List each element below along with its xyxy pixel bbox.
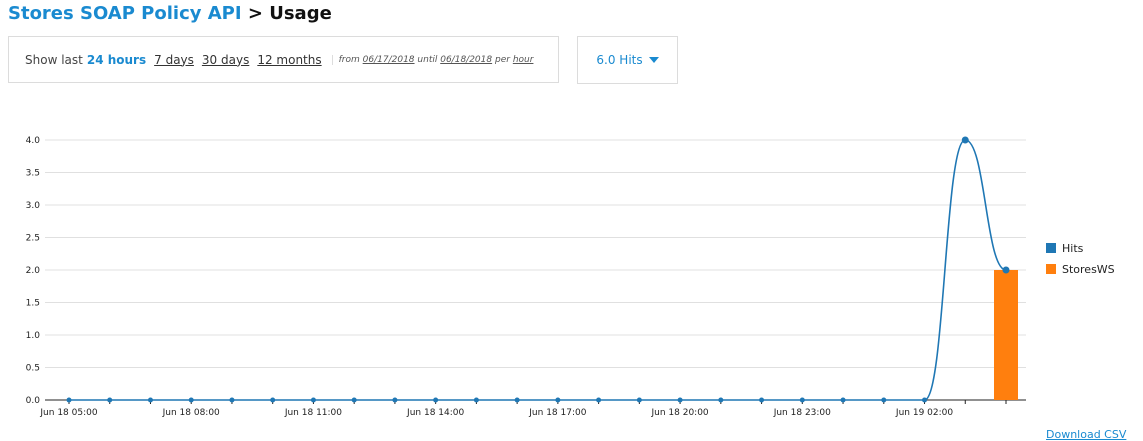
current-page: Usage [269,3,332,24]
y-tick-label: 0.5 [26,364,40,374]
from-label: from [338,54,360,65]
y-tick-label: 1.0 [26,331,41,341]
data-point-hits [596,397,602,403]
y-tick-label: 1.5 [26,299,40,309]
data-point-hits [718,397,724,403]
data-point-hits [677,397,683,403]
bar-storesws [994,270,1018,400]
x-tick-label: Jun 18 05:00 [39,408,97,418]
period-30-days-option[interactable]: 30 days [201,52,250,67]
until-label: until [417,54,438,65]
x-tick-label: Jun 18 11:00 [284,408,342,418]
data-point-hits [270,397,276,403]
data-point-hits [392,397,398,403]
page-title: Stores SOAP Policy API > Usage [8,3,332,24]
data-point-hits [351,397,357,403]
data-point-hits [759,397,765,403]
data-point-hits [107,397,113,403]
data-point-hits [840,397,846,403]
legend-label-hits: Hits [1062,242,1084,255]
legend-label-storesws: StoresWS [1062,263,1115,276]
from-date-link[interactable]: 06/17/2018 [362,54,415,65]
download-csv-link[interactable]: Download CSV [1046,428,1127,441]
hits-dropdown-label: 6.0 Hits [596,53,643,67]
data-point-hits [881,397,887,403]
x-tick-label: Jun 18 17:00 [528,408,586,418]
data-point-hits [514,397,520,403]
show-last-label: Show last [25,52,83,67]
usage-chart: 0.0 0.5 1.0 1.5 2.0 2.5 3.0 3.5 4.0 Jun 18 05:00 J… [26,136,1115,418]
x-tick-label: Jun 18 23:00 [773,408,831,418]
data-point-hits [922,397,928,403]
data-point-hits [433,397,439,403]
data-point-hits [66,397,72,403]
api-name-link[interactable]: Stores SOAP Policy API [8,3,242,24]
hits-dropdown[interactable]: 6.0 Hits [577,36,678,84]
data-point-hits [310,397,316,403]
x-tick-label: Jun 18 20:00 [650,408,708,418]
y-tick-label: 3.0 [26,201,41,211]
period-selector: Show last 24 hours 7 days 30 days 12 mon… [8,36,559,83]
until-date-link[interactable]: 06/18/2018 [440,54,493,65]
data-point-hits [147,397,153,403]
x-tick-label: Jun 18 08:00 [162,408,220,418]
data-point-hits [961,136,969,144]
data-point-hits [636,397,642,403]
per-label: per [494,54,510,65]
data-point-hits [229,397,235,403]
data-point-hits [473,397,479,403]
caret-down-icon [648,57,659,63]
y-tick-label: 4.0 [26,136,41,146]
date-range: from 06/17/2018 until 06/18/2018 per hou… [331,54,534,65]
data-point-hits [1002,266,1010,274]
data-point-hits [188,397,194,403]
granularity-link[interactable]: hour [512,54,534,65]
y-tick-label: 0.0 [26,396,41,406]
data-point-hits [555,397,561,403]
x-tick-label: Jun 19 02:00 [895,408,953,418]
data-point-hits [799,397,805,403]
period-24-hours-option[interactable]: 24 hours [86,52,147,67]
legend-swatch-storesws [1046,264,1056,274]
x-tick-label: Jun 18 14:00 [406,408,464,418]
period-12-months-option[interactable]: 12 months [257,52,322,67]
y-tick-label: 2.0 [26,266,41,276]
period-7-days-option[interactable]: 7 days [154,52,194,67]
legend-swatch-hits [1046,243,1056,253]
y-tick-label: 2.5 [26,234,40,244]
breadcrumb-separator: > [247,3,263,24]
y-tick-label: 3.5 [26,169,40,179]
